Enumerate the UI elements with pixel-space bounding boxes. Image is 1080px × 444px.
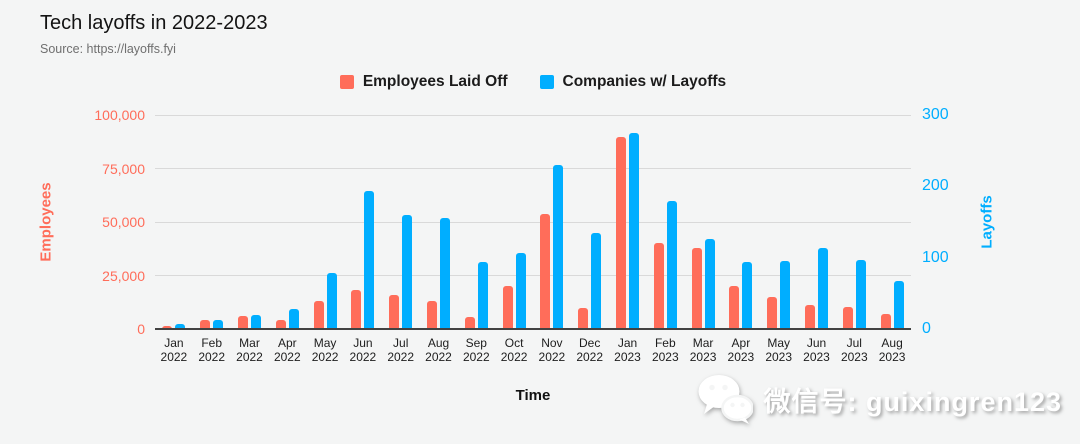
companies-bar: [893, 281, 904, 329]
x-axis-tick-label: Sep 2022: [462, 336, 490, 364]
x-axis-tick-label: Dec 2022: [576, 336, 604, 364]
companies-bar: [818, 248, 828, 329]
companies-bar: [704, 239, 715, 329]
companies-bar: [251, 314, 261, 329]
legend-item-employees: Employees Laid Off: [339, 73, 508, 91]
companies-bar: [515, 252, 526, 329]
x-axis-tick-label: Jun 2023: [803, 336, 830, 364]
watermark: 微信号: guixingren123: [697, 374, 1062, 424]
y-axis-left-tick-label: 75,000: [102, 160, 145, 177]
gridline: [155, 221, 911, 223]
employees-bar: [275, 320, 286, 329]
x-axis-tick-label: Feb 2023: [651, 336, 679, 364]
companies-bar: [288, 309, 299, 329]
x-axis-tick-label: Jan 2023: [614, 336, 641, 364]
wechat-icon: [698, 375, 754, 424]
y-axis-right-tick-label: 300: [922, 106, 949, 123]
companies-bar: [175, 324, 186, 329]
legend-item-companies: Companies w/ Layoffs: [539, 73, 727, 91]
gridline: [155, 275, 911, 276]
y-axis-left-tick-label: 0: [137, 321, 145, 337]
x-axis-tick-label: Jan 2022: [160, 336, 188, 364]
legend: Employees Laid Off Companies w/ Layoffs: [155, 73, 911, 91]
employees-bar: [842, 306, 853, 329]
y-axis-left-tick-label: 100,000: [94, 107, 145, 123]
legend-swatch-employees: [339, 75, 354, 89]
x-axis-tick-label: Jun 2022: [349, 336, 377, 364]
companies-bar: [477, 261, 488, 329]
x-axis-tick-label: May 2023: [765, 336, 793, 364]
x-axis-tick-label: Nov 2022: [538, 336, 566, 364]
employees-bar: [313, 301, 324, 329]
employees-bar: [880, 314, 891, 329]
legend-swatch-companies: [539, 75, 554, 89]
chart-source: Source: https://layoffs.fyi: [40, 42, 176, 56]
gridline: [155, 168, 911, 169]
employees-bar: [464, 316, 475, 329]
x-axis-tick-label: Oct 2022: [500, 336, 528, 364]
companies-bar: [213, 319, 224, 329]
employees-bar: [616, 137, 626, 329]
gridline: [155, 114, 911, 116]
companies-bar: [742, 261, 753, 329]
companies-bar: [364, 191, 375, 329]
employees-bar: [200, 320, 211, 329]
employees-bar: [162, 326, 173, 329]
companies-bar: [855, 259, 866, 329]
x-axis-tick-label: May 2022: [311, 336, 339, 364]
employees-bar: [351, 290, 362, 329]
x-axis-line: [155, 328, 911, 330]
employees-bar: [502, 286, 513, 329]
employees-bar: [238, 316, 248, 329]
x-axis-tick-label: Jul 2022: [387, 336, 415, 364]
legend-label-employees: Employees Laid Off: [362, 73, 508, 90]
x-axis-tick-label: Aug 2023: [878, 336, 906, 364]
y-axis-right-tick-label: 0: [922, 320, 931, 337]
employees-bar: [540, 213, 551, 329]
x-axis-tick-label: Apr 2022: [273, 336, 301, 364]
employees-bar: [389, 294, 400, 329]
x-axis-title: Time: [515, 387, 551, 404]
companies-bar: [591, 233, 602, 329]
companies-bar: [326, 273, 337, 329]
y-axis-left-tick-label: 50,000: [102, 214, 145, 230]
watermark-text: 微信号: guixingren123: [763, 386, 1062, 417]
companies-bar: [440, 218, 450, 329]
employees-bar: [653, 243, 664, 329]
companies-bar: [629, 132, 639, 329]
employees-bar: [578, 307, 589, 329]
x-axis-tick-label: Jul 2023: [840, 336, 868, 364]
employees-bar: [691, 248, 702, 329]
x-axis-tick-label: Aug 2022: [425, 336, 452, 364]
x-axis-tick-label: Apr 2023: [727, 336, 755, 364]
y-axis-left-tick-label: 25,000: [102, 267, 145, 284]
companies-bar: [666, 200, 677, 329]
companies-bar: [780, 260, 791, 329]
employees-bar: [805, 305, 815, 329]
companies-bar: [402, 214, 413, 329]
legend-label-companies: Companies w/ Layoffs: [562, 73, 727, 90]
x-axis-tick-label: Mar 2023: [689, 336, 717, 364]
employees-bar: [729, 286, 740, 329]
employees-bar: [427, 301, 437, 329]
y-axis-right-tick-label: 200: [922, 177, 949, 195]
chart-title: Tech layoffs in 2022-2023: [40, 12, 268, 34]
y-axis-right-tick-label: 100: [922, 248, 949, 266]
employees-bar: [767, 297, 778, 329]
companies-bar: [553, 164, 564, 329]
x-axis-tick-label: Mar 2022: [236, 336, 263, 364]
x-axis-tick-label: Feb 2022: [198, 336, 226, 364]
